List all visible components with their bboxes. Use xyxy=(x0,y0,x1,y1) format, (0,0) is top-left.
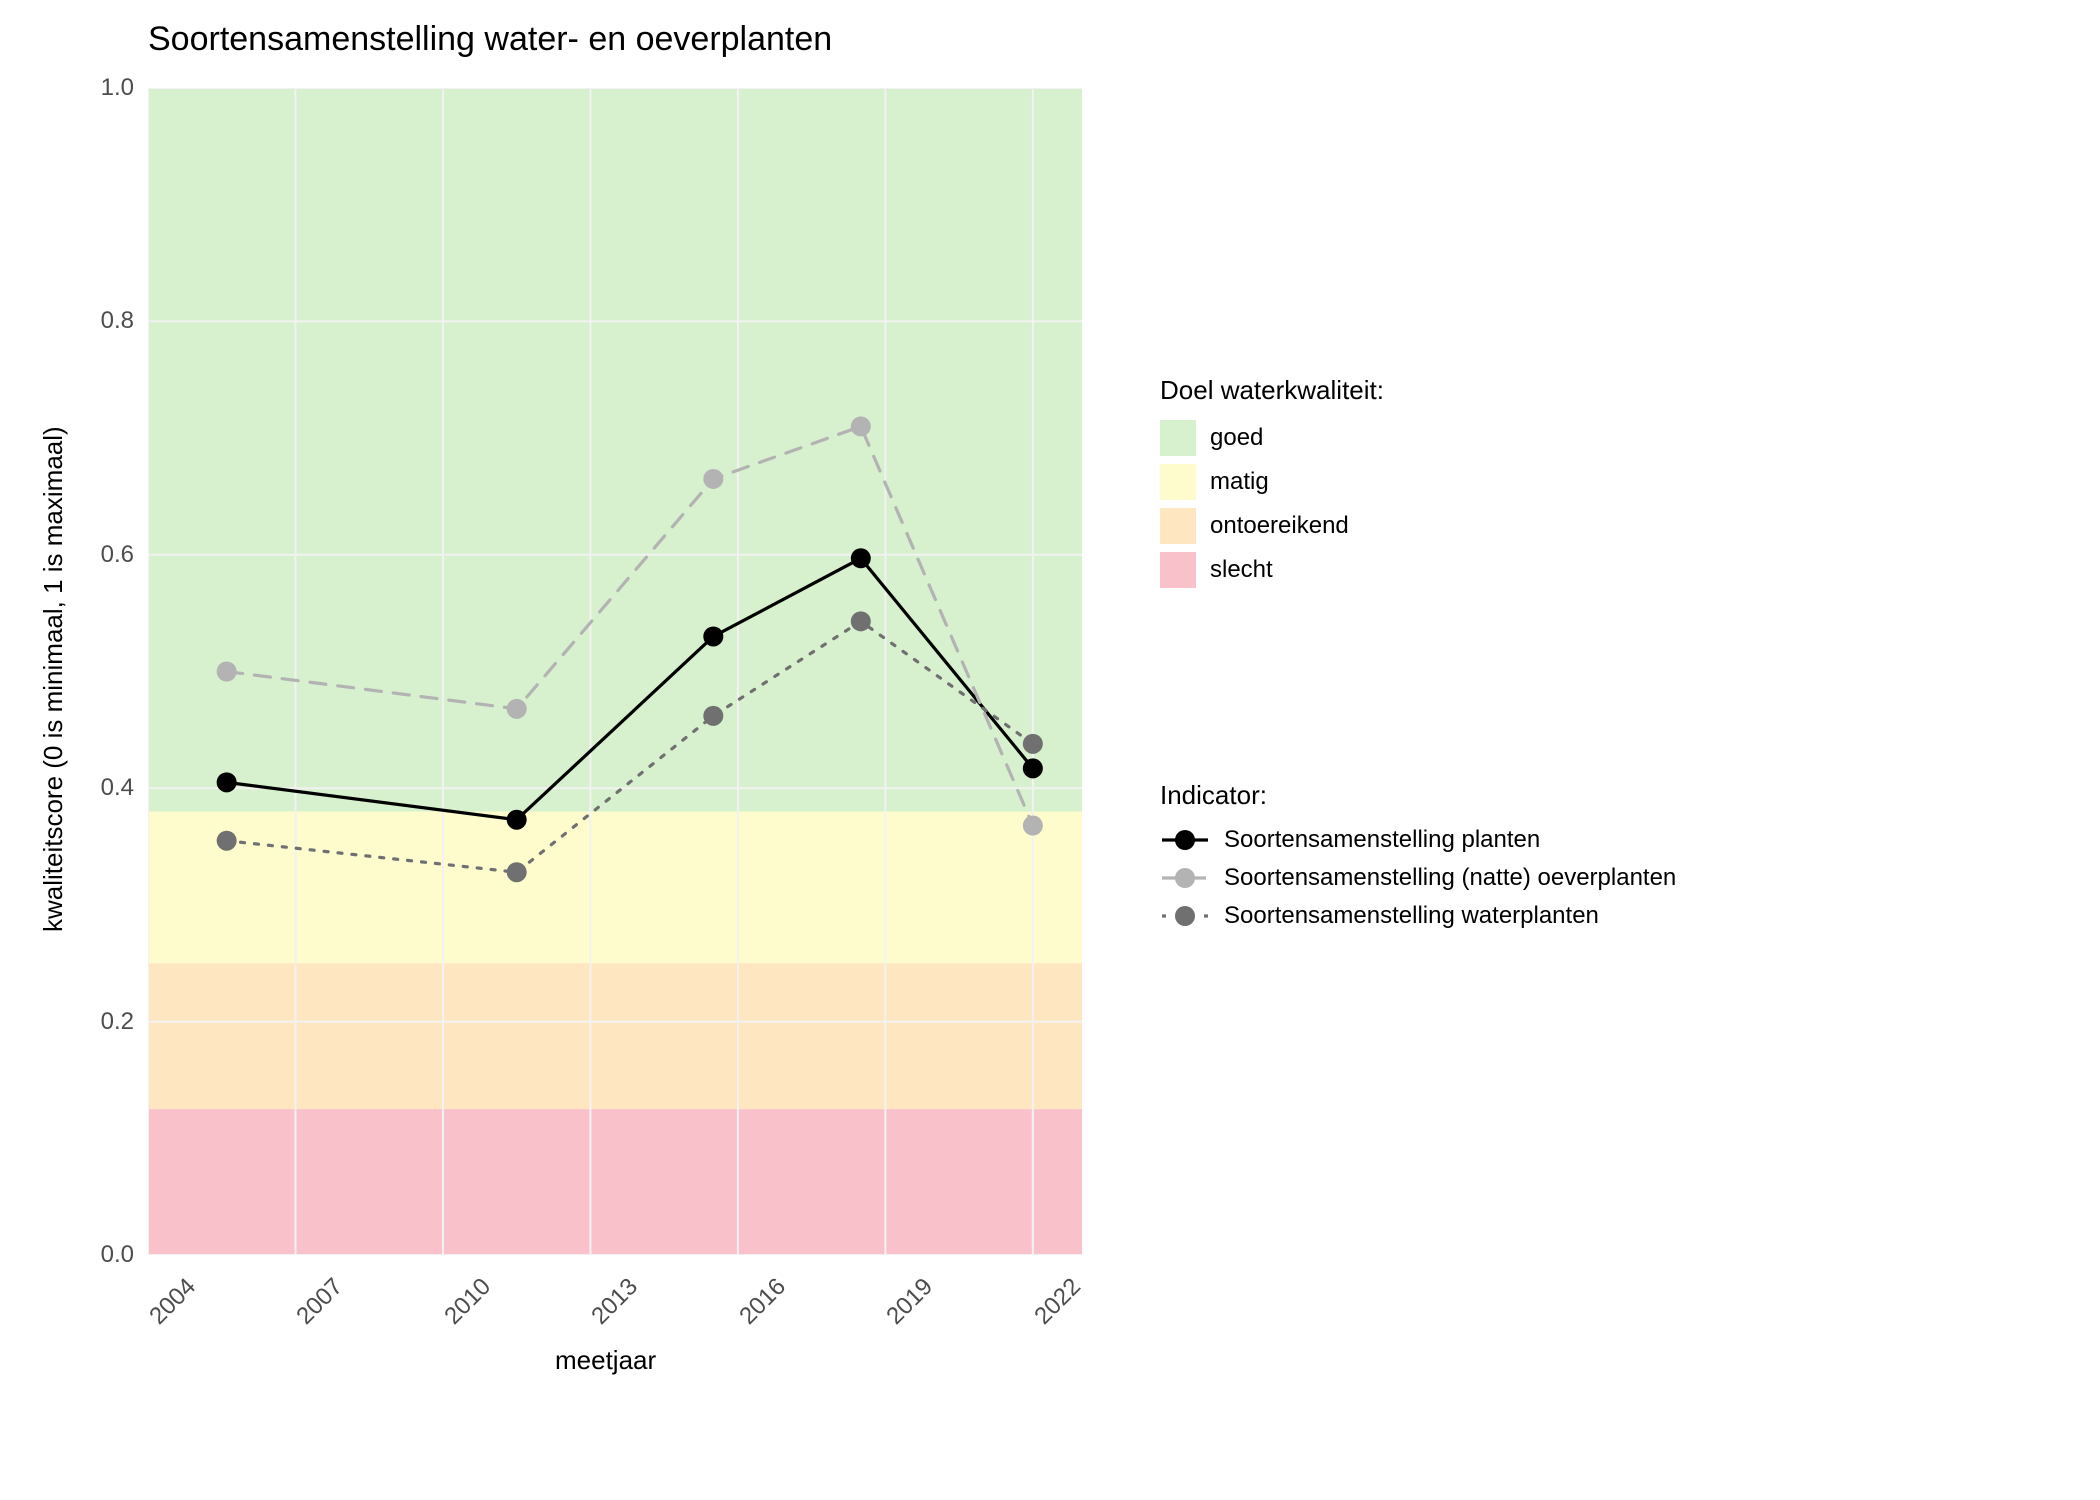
legend-series-swatch xyxy=(1160,901,1210,931)
y-tick-label: 1.0 xyxy=(78,74,134,102)
y-tick-label: 0.8 xyxy=(78,307,134,335)
y-tick-label: 0.2 xyxy=(78,1008,134,1036)
y-tick-label: 0.6 xyxy=(78,541,134,569)
legend-series-item: Soortensamenstelling (natte) oeverplante… xyxy=(1160,863,1676,893)
legend-label: goed xyxy=(1210,424,1263,452)
legend-band-item: goed xyxy=(1160,420,1384,456)
legend-swatch xyxy=(1160,420,1196,456)
legend-series: Indicator: Soortensamenstelling planten S… xyxy=(1160,780,1676,939)
legend-label: Soortensamenstelling waterplanten xyxy=(1224,902,1599,930)
legend-series-item: Soortensamenstelling waterplanten xyxy=(1160,901,1676,931)
legend-label: Soortensamenstelling (natte) oeverplante… xyxy=(1224,864,1676,892)
y-tick-label: 0.0 xyxy=(78,1241,134,1269)
legend-series-swatch xyxy=(1160,825,1210,855)
y-tick-label: 0.4 xyxy=(78,774,134,802)
legend-label: slecht xyxy=(1210,556,1273,584)
legend-label: Soortensamenstelling planten xyxy=(1224,826,1540,854)
legend-series-item: Soortensamenstelling planten xyxy=(1160,825,1676,855)
y-axis-label: kwaliteitscore (0 is minimaal, 1 is maxi… xyxy=(38,426,69,932)
legend-band-item: ontoereikend xyxy=(1160,508,1384,544)
legend-label: matig xyxy=(1210,468,1269,496)
legend-band-item: slecht xyxy=(1160,552,1384,588)
legend-swatch xyxy=(1160,508,1196,544)
legend-band-item: matig xyxy=(1160,464,1384,500)
legend-swatch xyxy=(1160,552,1196,588)
legend-bands-title: Doel waterkwaliteit: xyxy=(1160,375,1384,406)
legend-label: ontoereikend xyxy=(1210,512,1349,540)
chart-plot-area xyxy=(0,0,2100,1500)
x-axis-label: meetjaar xyxy=(555,1345,656,1376)
legend-series-swatch xyxy=(1160,863,1210,893)
legend-bands: Doel waterkwaliteit: goed matig ontoereike… xyxy=(1160,375,1384,596)
legend-series-title: Indicator: xyxy=(1160,780,1676,811)
legend-swatch xyxy=(1160,464,1196,500)
chart-container: Soortensamenstelling water- en oeverplan… xyxy=(0,0,2100,1500)
